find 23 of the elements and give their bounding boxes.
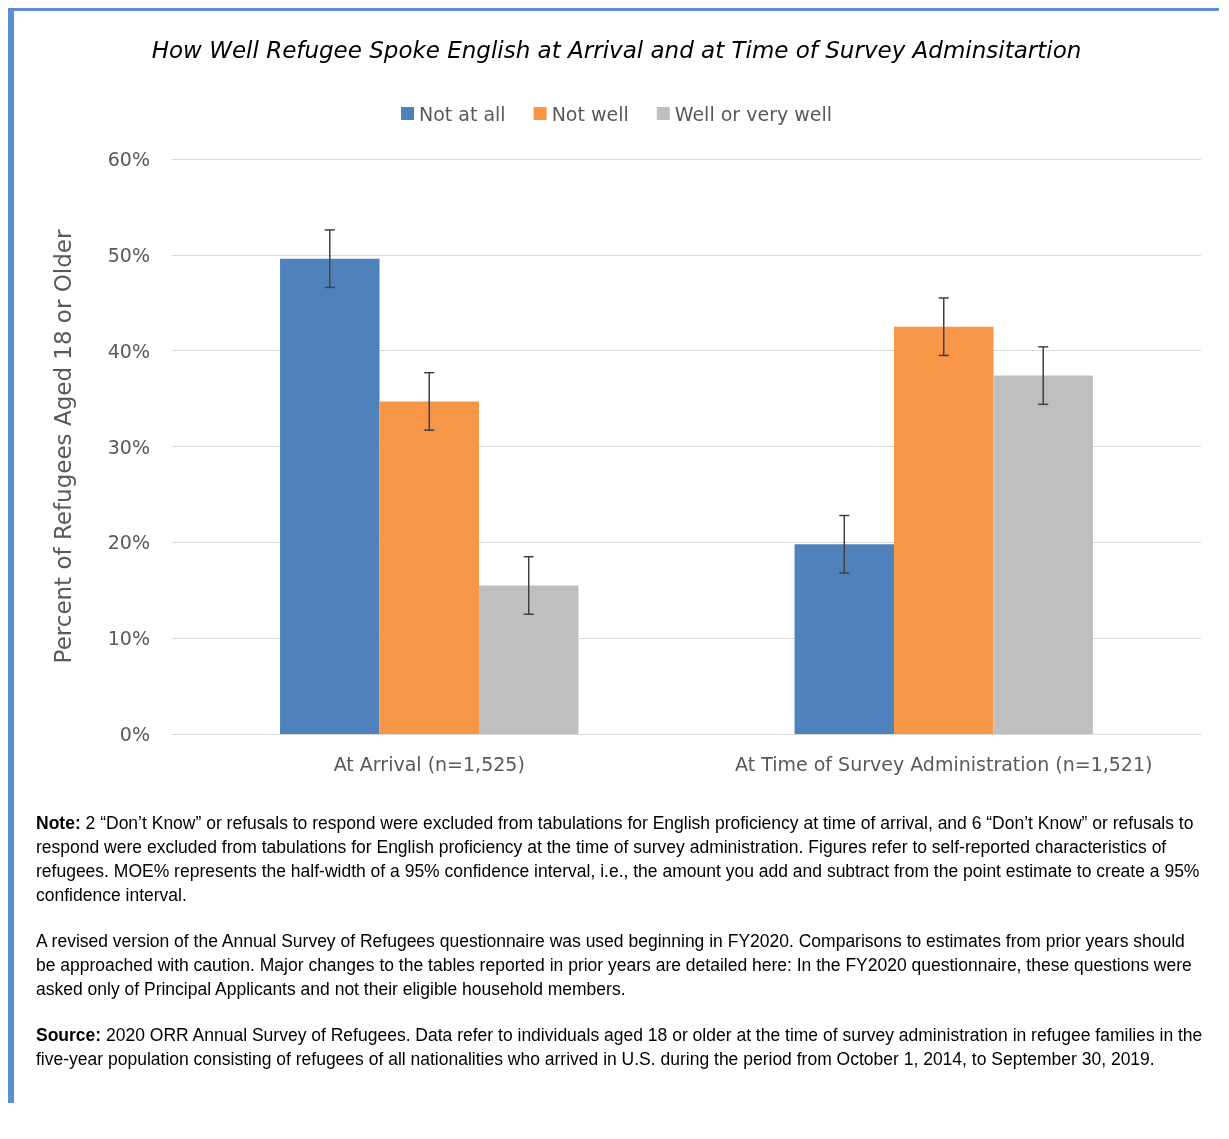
bar (478, 585, 579, 734)
bar (280, 258, 380, 734)
bar (379, 401, 479, 734)
x-tick-label: At Arrival (n=1,525) (333, 752, 525, 775)
text: Note: 2 “Don’t Know” or refusals to respond were excluded from tabulations for English proficiency at time of arrival, and 6 “Don’t Know” or refusals to respond were excluded from tabulations for English proficiency at the time of survey administration. Figures refer to self-reported characteristics of refugees. MOE% represents the half-width of a 95% confidence interval, i.e., the amount you add and subtract from the point estimate to create a 95% confidence interval. (36, 812, 1201, 907)
chart-title: How Well Refugee Spoke English at Arrival and at Time of Survey Adminsitartion (151, 36, 1082, 63)
y-tick-label: 60% (107, 148, 150, 170)
y-tick-label: 50% (107, 243, 150, 266)
text: A revised version of the Annual Survey of Refugees questionnaire was used beginning in FY2020. Comparisons to estimates from prior years should be approached with caution. Major changes to the tables reported in prior years are detailed here: In the FY2020 questionnaire, these questions were asked only of Principal Applicants and not their eligible household members. (36, 930, 1193, 1001)
y-tick-label: 30% (107, 435, 150, 458)
y-tick-label: 10% (107, 627, 150, 650)
source-note: Source: 2020 ORR Annual Survey of Refugees. Data refer to individuals aged 18 or older at the time of survey administration in refugee families in the five-year population consisting of refugees of all nationalities who arrived in U.S. during the period from October 1, 2014, to September 30, 2019. (36, 1024, 1204, 1071)
x-tick-label: At Time of Survey Administration (n=1,521) (735, 752, 1153, 775)
bar (993, 375, 1093, 734)
y-tick-label: 20% (107, 531, 150, 554)
legend-label: Not well (551, 102, 629, 125)
y-tick-label: 40% (107, 339, 150, 362)
legend-label: Well or very well (674, 102, 833, 125)
bar (894, 326, 994, 734)
legend-label: Not at all (418, 102, 506, 125)
y-tick-label: 0% (119, 723, 150, 745)
bar (794, 544, 895, 734)
y-axis-title: Percent of Refugees Aged 18 or Older (49, 229, 76, 664)
